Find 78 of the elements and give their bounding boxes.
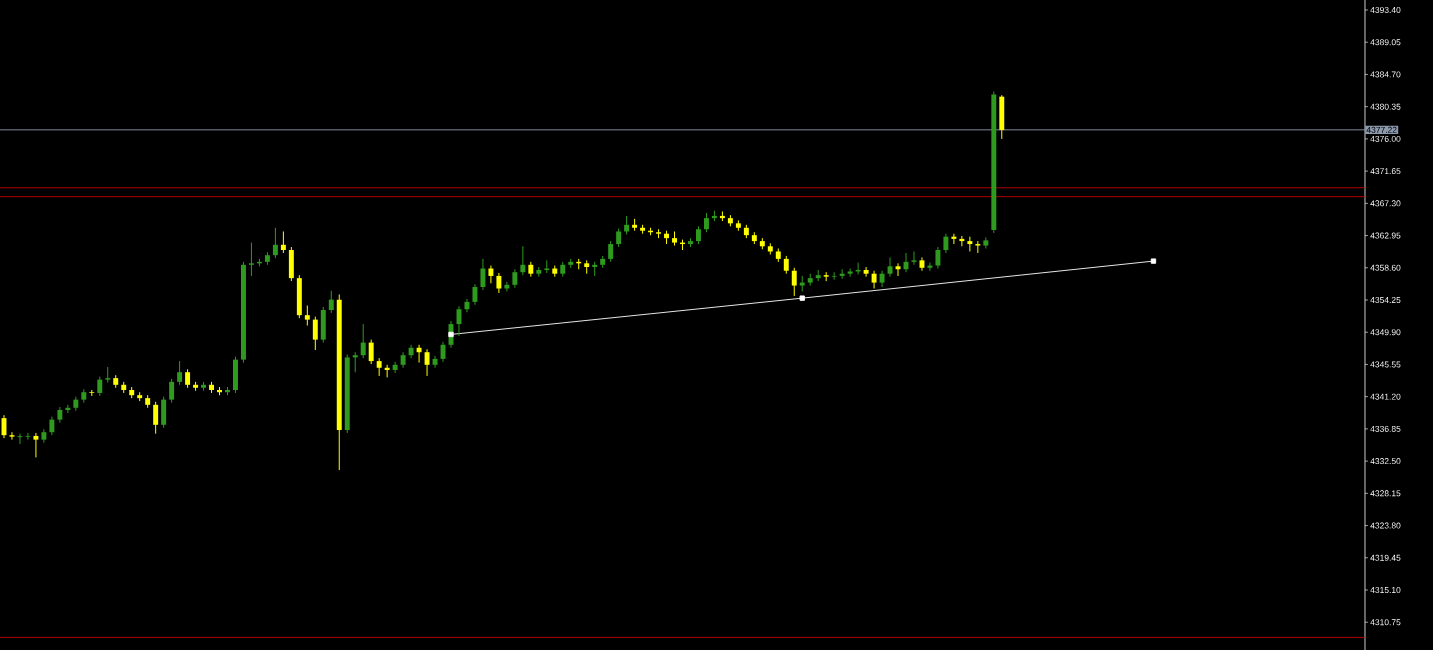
candlestick bbox=[328, 290, 334, 314]
point bbox=[1150, 258, 1157, 264]
candlestick bbox=[496, 272, 502, 294]
candlestick bbox=[887, 256, 893, 278]
candlestick bbox=[480, 258, 486, 291]
y-tick-label: 4380.35 bbox=[1370, 103, 1401, 110]
y-tick-label: 4393.40 bbox=[1370, 7, 1401, 13]
candlestick bbox=[935, 246, 941, 270]
candlestick bbox=[177, 360, 183, 386]
y-tick-label: 4362.95 bbox=[1370, 232, 1401, 239]
candlestick bbox=[624, 215, 630, 235]
y-tick-label: 4341.20 bbox=[1370, 393, 1401, 400]
point bbox=[799, 295, 805, 301]
y-tick-label: 4367.30 bbox=[1370, 200, 1401, 207]
candlestick bbox=[791, 267, 797, 297]
candlestick bbox=[9, 431, 15, 441]
candlestick bbox=[384, 364, 390, 378]
candlestick bbox=[464, 298, 470, 313]
candlestick bbox=[360, 323, 366, 359]
ref-line-label: 4377.22 bbox=[1366, 126, 1397, 133]
candlestick bbox=[488, 265, 494, 284]
candlestick bbox=[392, 361, 398, 374]
candlestick bbox=[304, 305, 310, 327]
candlestick bbox=[472, 283, 478, 306]
y-tick-label: 4323.80 bbox=[1370, 522, 1401, 529]
y-tick-label: 4354.25 bbox=[1370, 297, 1401, 303]
candlestick bbox=[368, 339, 374, 365]
candlestick bbox=[847, 268, 853, 278]
candlestick bbox=[272, 227, 278, 259]
y-tick-label: 4358.60 bbox=[1370, 264, 1401, 271]
candlestick bbox=[416, 344, 422, 364]
candlestick bbox=[440, 341, 446, 363]
y-tick-label: 4345.55 bbox=[1370, 361, 1401, 368]
candlestick bbox=[512, 268, 518, 289]
candlestick bbox=[352, 351, 358, 373]
candlestick bbox=[927, 262, 933, 272]
candlestick bbox=[33, 432, 39, 458]
y-tick-label: 4371.65 bbox=[1370, 168, 1401, 175]
candlestick bbox=[153, 401, 159, 435]
candlestick bbox=[169, 378, 175, 404]
candlestick bbox=[424, 348, 430, 377]
candlestick bbox=[616, 228, 622, 248]
candlestick bbox=[504, 281, 510, 292]
candlestick bbox=[831, 271, 837, 281]
candlestick bbox=[25, 432, 31, 441]
candlestick bbox=[839, 268, 845, 280]
candlestick bbox=[408, 344, 414, 359]
y-tick-label: 4332.50 bbox=[1370, 458, 1401, 465]
candlestick bbox=[608, 240, 614, 263]
candlestick bbox=[312, 316, 318, 351]
candlestick bbox=[248, 242, 254, 277]
candlestick bbox=[41, 428, 47, 444]
candlestick bbox=[871, 270, 877, 290]
y-tick-label: 4336.85 bbox=[1370, 425, 1401, 432]
candlestick bbox=[432, 355, 438, 369]
candlestick bbox=[919, 256, 925, 272]
candlestick bbox=[703, 212, 709, 233]
candlestick bbox=[185, 368, 191, 389]
y-tick-label: 4389.05 bbox=[1370, 39, 1401, 46]
y-tick-label: 4376.00 bbox=[1370, 135, 1401, 142]
y-tick-label: 4315.10 bbox=[1370, 587, 1401, 593]
candlestick bbox=[863, 266, 869, 278]
candlestick bbox=[520, 245, 526, 276]
y-tick-label: 4349.90 bbox=[1370, 329, 1401, 336]
candlestick bbox=[911, 250, 917, 266]
candlestick bbox=[65, 404, 71, 414]
candlestick bbox=[967, 236, 973, 252]
y-tick-label: 4328.15 bbox=[1370, 490, 1401, 497]
candlestick bbox=[951, 233, 957, 245]
candlestick bbox=[97, 376, 103, 397]
y-tick-label: 4310.75 bbox=[1370, 619, 1401, 626]
candlestick bbox=[49, 416, 55, 436]
y-tick-label: 4319.45 bbox=[1370, 554, 1401, 561]
candlestick bbox=[959, 235, 965, 247]
point bbox=[448, 331, 454, 338]
y-tick-label: 4384.70 bbox=[1370, 71, 1401, 78]
candlestick bbox=[280, 230, 286, 254]
candlestick bbox=[943, 233, 949, 254]
